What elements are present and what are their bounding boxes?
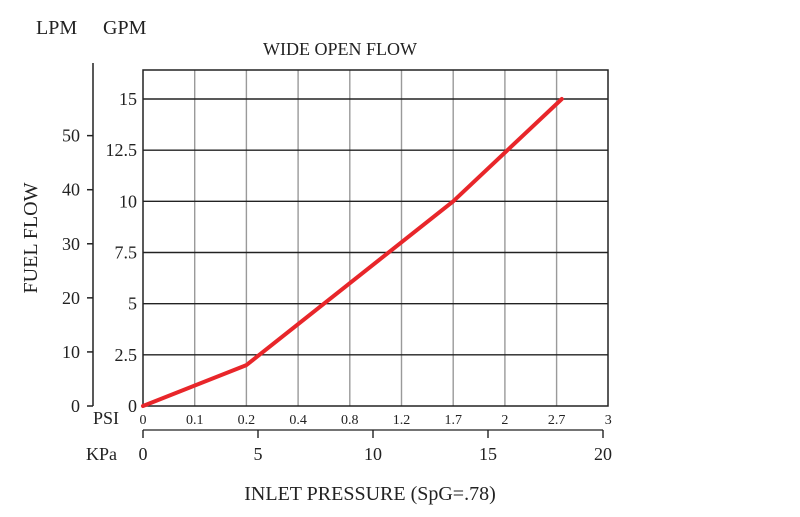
lpm-tick-label: 0 [71, 396, 80, 416]
psi-unit-label: PSI [93, 408, 119, 428]
lpm-tick-label: 30 [62, 234, 80, 254]
gpm-tick-label: 5 [128, 294, 137, 314]
flow-series-line [141, 97, 564, 408]
grid [143, 70, 608, 406]
chart-title: WIDE OPEN FLOW [263, 39, 417, 59]
series [141, 97, 564, 408]
gpm-tick-label: 12.5 [106, 140, 138, 160]
psi-tick-label: 0.2 [238, 413, 256, 428]
lpm-tick-label: 50 [62, 126, 80, 146]
psi-tick-label: 0.1 [186, 413, 204, 428]
gpm-tick-label: 15 [119, 89, 137, 109]
plot-frame [142, 69, 609, 407]
psi-tick-label: 0.8 [341, 413, 359, 428]
kpa-unit-label: KPa [86, 444, 117, 464]
psi-tick-label: 0 [140, 413, 147, 428]
kpa-tick-label: 5 [254, 444, 263, 464]
y-axis-label: FUEL FLOW [20, 182, 42, 293]
kpa-tick-label: 0 [139, 444, 148, 464]
lpm-axis: 0 10 20 30 40 50 [62, 126, 93, 416]
lpm-unit-label: LPM [36, 17, 77, 39]
psi-tick-label: 1.2 [393, 413, 411, 428]
psi-tick-label: 3 [605, 413, 612, 428]
psi-tick-label: 0.4 [289, 413, 307, 428]
gpm-tick-label: 10 [119, 191, 137, 211]
gpm-tick-label: 7.5 [115, 243, 138, 263]
x-axis-label: INLET PRESSURE (SpG=.78) [244, 483, 495, 505]
gpm-tick-label: 2.5 [115, 345, 138, 365]
psi-tick-label: 1.7 [444, 413, 462, 428]
lpm-tick-label: 40 [62, 180, 80, 200]
gpm-axis: 0 2.5 5 7.5 10 12.5 15 [106, 89, 138, 416]
psi-axis: 0 0.1 0.2 0.4 0.8 1.2 1.7 2 2.7 3 [140, 413, 612, 428]
psi-tick-label: 2 [501, 413, 508, 428]
gpm-tick-label: 0 [128, 396, 137, 416]
gpm-unit-label: GPM [103, 17, 147, 39]
psi-tick-label: 2.7 [548, 413, 566, 428]
kpa-tick-label: 15 [479, 444, 497, 464]
kpa-tick-label: 20 [594, 444, 612, 464]
kpa-axis: 0 5 10 15 20 [139, 430, 612, 464]
lpm-tick-label: 10 [62, 342, 80, 362]
kpa-tick-label: 10 [364, 444, 382, 464]
lpm-tick-label: 20 [62, 288, 80, 308]
